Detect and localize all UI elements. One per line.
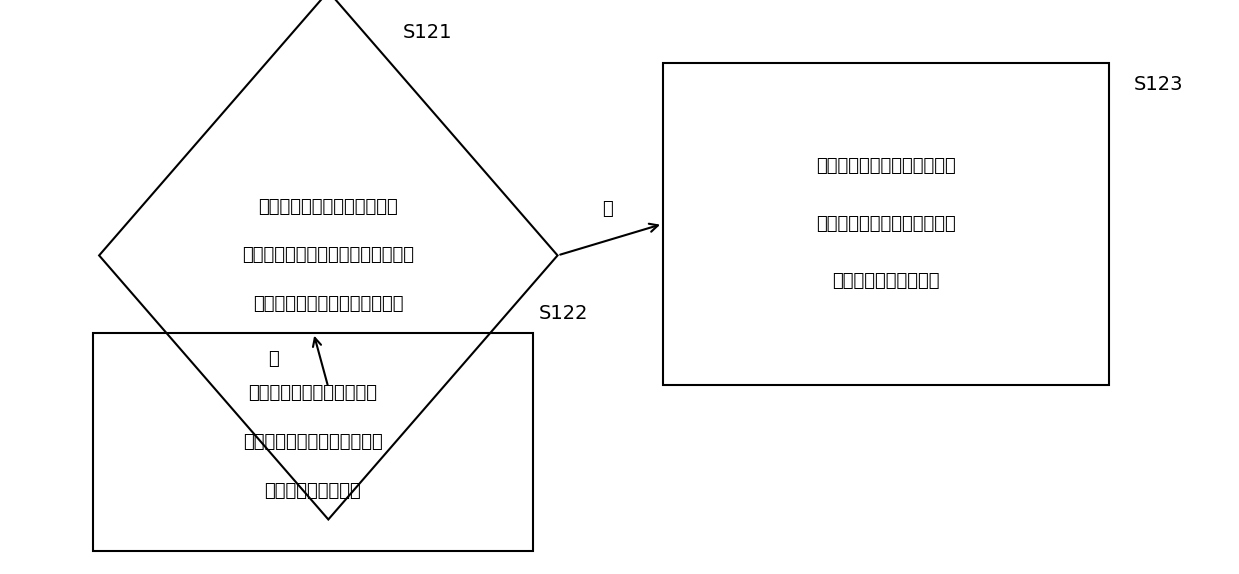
Text: 采用第二归一化算法进行计: 采用第二归一化算法进行计 [248, 384, 378, 402]
Bar [663, 63, 1109, 385]
Text: 否: 否 [268, 350, 279, 368]
Bar [93, 333, 533, 551]
Text: S121: S121 [403, 23, 452, 42]
Text: 态分布的维度信息进行计算，: 态分布的维度信息进行计算， [817, 215, 955, 233]
Text: 是: 是 [602, 200, 612, 218]
Text: S122: S122 [539, 304, 589, 323]
Text: 数据分布特征是否满足正态分布: 数据分布特征是否满足正态分布 [253, 295, 404, 313]
Text: 得到对应的归一化数值: 得到对应的归一化数值 [833, 272, 939, 290]
Text: 根据所述每个维度信息的数据: 根据所述每个维度信息的数据 [259, 197, 398, 216]
Text: S123: S123 [1134, 75, 1183, 94]
Text: 采用第一归一化算法对满足正: 采用第一归一化算法对满足正 [817, 157, 955, 176]
Text: 度信息的归一化数值: 度信息的归一化数值 [264, 482, 362, 500]
Text: 算，得到不满足正态分布的维: 算，得到不满足正态分布的维 [243, 433, 383, 451]
Text: 分布特征，判断所述每个维度信息的: 分布特征，判断所述每个维度信息的 [243, 246, 414, 265]
